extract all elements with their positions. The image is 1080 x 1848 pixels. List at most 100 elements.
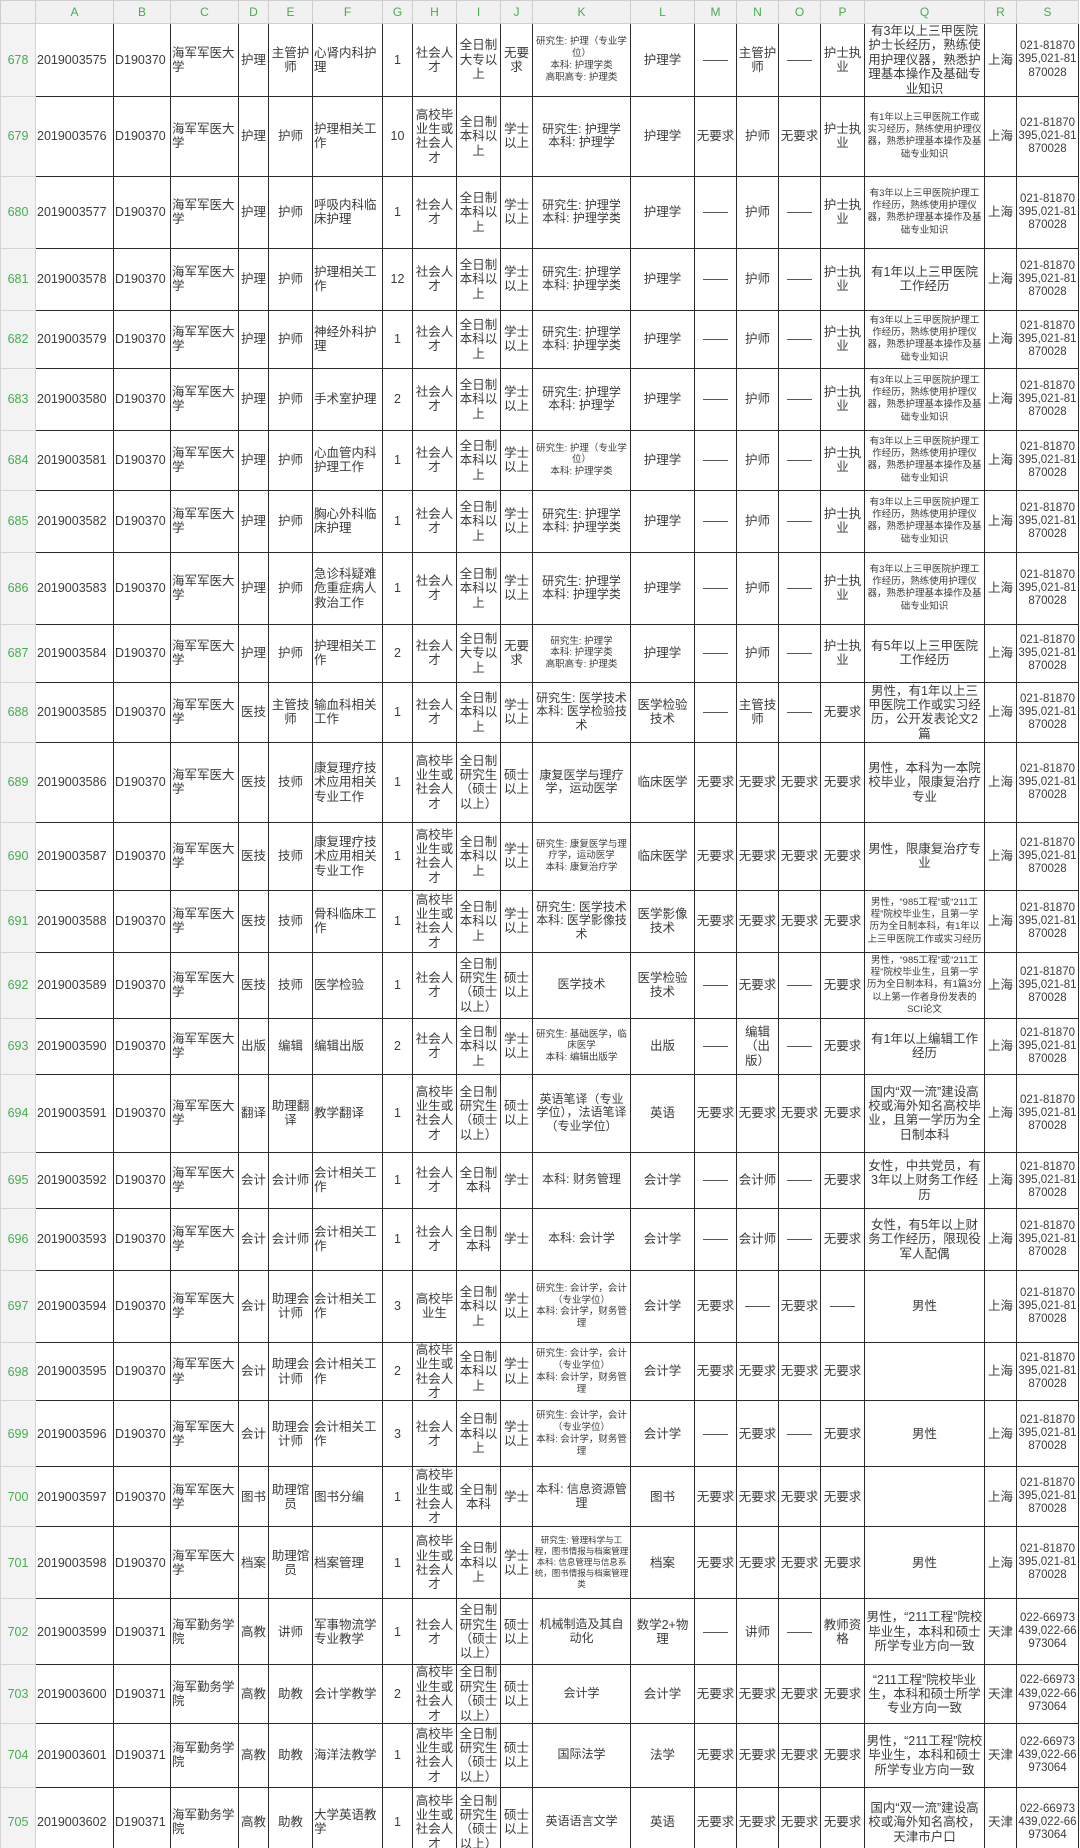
cell-E690[interactable]: 技师 xyxy=(268,821,313,891)
cell-G692[interactable]: 1 xyxy=(382,951,413,1019)
cell-R686[interactable]: 上海 xyxy=(984,551,1017,625)
cell-S694[interactable]: 021-81870395,021-81870028 xyxy=(1016,1073,1079,1153)
cell-R704[interactable]: 天津 xyxy=(984,1722,1017,1788)
cell-R687[interactable]: 上海 xyxy=(984,623,1017,683)
cell-A695[interactable]: 2019003592 xyxy=(35,1151,114,1209)
cell-F697[interactable]: 会计相关工作 xyxy=(312,1269,383,1343)
cell-H699[interactable]: 社会人才 xyxy=(412,1400,457,1468)
cell-I678[interactable]: 全日制大专以上 xyxy=(456,23,501,97)
cell-F695[interactable]: 会计相关工作 xyxy=(312,1151,383,1209)
cell-C683[interactable]: 海军军医大学 xyxy=(170,367,239,431)
cell-B697[interactable]: D190370 xyxy=(113,1269,171,1343)
cell-K684[interactable]: 研究生: 护理（专业学位） 本科: 护理学类 xyxy=(532,429,631,491)
cell-A692[interactable]: 2019003589 xyxy=(35,951,114,1019)
cell-Q698[interactable] xyxy=(864,1341,985,1402)
cell-S700[interactable]: 021-81870395,021-81870028 xyxy=(1016,1466,1079,1528)
cell-Q682[interactable]: 有3年以上三甲医院护理工作经历，熟练使用护理仪器，熟悉护理基本操作及基础专业知识 xyxy=(864,309,985,369)
cell-A703[interactable]: 2019003600 xyxy=(35,1664,114,1724)
cell-B680[interactable]: D190370 xyxy=(113,175,171,249)
column-header-D[interactable]: D xyxy=(238,0,269,24)
cell-A700[interactable]: 2019003597 xyxy=(35,1466,114,1528)
cell-S679[interactable]: 021-81870395,021-81870028 xyxy=(1016,95,1079,177)
cell-I700[interactable]: 全日制本科 xyxy=(456,1466,501,1528)
cell-I697[interactable]: 全日制本科以上 xyxy=(456,1269,501,1343)
cell-H702[interactable]: 社会人才 xyxy=(412,1598,457,1666)
row-number[interactable]: 685 xyxy=(0,489,36,553)
cell-D678[interactable]: 护理 xyxy=(238,23,269,97)
cell-G699[interactable]: 3 xyxy=(382,1400,413,1468)
cell-B705[interactable]: D190371 xyxy=(113,1786,171,1848)
cell-F691[interactable]: 骨科临床工作 xyxy=(312,889,383,953)
cell-D703[interactable]: 高教 xyxy=(238,1664,269,1724)
cell-D697[interactable]: 会计 xyxy=(238,1269,269,1343)
cell-N681[interactable]: 护师 xyxy=(736,247,779,311)
cell-S703[interactable]: 022-66973439,022-66973064 xyxy=(1016,1664,1079,1724)
cell-B681[interactable]: D190370 xyxy=(113,247,171,311)
cell-R679[interactable]: 上海 xyxy=(984,95,1017,177)
cell-L686[interactable]: 护理学 xyxy=(630,551,695,625)
cell-D686[interactable]: 护理 xyxy=(238,551,269,625)
cell-G703[interactable]: 2 xyxy=(382,1664,413,1724)
cell-B704[interactable]: D190371 xyxy=(113,1722,171,1788)
cell-A678[interactable]: 2019003575 xyxy=(35,23,114,97)
cell-C689[interactable]: 海军军医大学 xyxy=(170,741,239,823)
cell-H680[interactable]: 社会人才 xyxy=(412,175,457,249)
row-number[interactable]: 705 xyxy=(0,1786,36,1848)
cell-O679[interactable]: 无要求 xyxy=(778,95,821,177)
cell-H690[interactable]: 高校毕业生或社会人才 xyxy=(412,821,457,891)
cell-K697[interactable]: 研究生: 会计学，会计（专业学位） 本科: 会计学，财务管理 xyxy=(532,1269,631,1343)
cell-B678[interactable]: D190370 xyxy=(113,23,171,97)
cell-B682[interactable]: D190370 xyxy=(113,309,171,369)
column-header-B[interactable]: B xyxy=(113,0,171,24)
cell-Q685[interactable]: 有3年以上三甲医院护理工作经历，熟练使用护理仪器，熟悉护理基本操作及基础专业知识 xyxy=(864,489,985,553)
cell-L684[interactable]: 护理学 xyxy=(630,429,695,491)
cell-H687[interactable]: 社会人才 xyxy=(412,623,457,683)
cell-O702[interactable]: —— xyxy=(778,1598,821,1666)
cell-Q702[interactable]: 男性，“211工程”院校毕业生，本科和硕士所学专业方向一致 xyxy=(864,1598,985,1666)
cell-A690[interactable]: 2019003587 xyxy=(35,821,114,891)
cell-N700[interactable]: 无要求 xyxy=(736,1466,779,1528)
cell-B686[interactable]: D190370 xyxy=(113,551,171,625)
cell-R702[interactable]: 天津 xyxy=(984,1598,1017,1666)
cell-Q684[interactable]: 有3年以上三甲医院护理工作经历，熟练使用护理仪器，熟悉护理基本操作及基础专业知识 xyxy=(864,429,985,491)
cell-N689[interactable]: 无要求 xyxy=(736,741,779,823)
cell-J699[interactable]: 学士以上 xyxy=(500,1400,533,1468)
cell-M703[interactable]: 无要求 xyxy=(694,1664,737,1724)
cell-L704[interactable]: 法学 xyxy=(630,1722,695,1788)
cell-K678[interactable]: 研究生: 护理（专业学位） 本科: 护理学类 高职高专: 护理类 xyxy=(532,23,631,97)
cell-G691[interactable]: 1 xyxy=(382,889,413,953)
cell-O684[interactable]: —— xyxy=(778,429,821,491)
cell-M678[interactable]: —— xyxy=(694,23,737,97)
cell-J700[interactable]: 学士 xyxy=(500,1466,533,1528)
cell-L698[interactable]: 会计学 xyxy=(630,1341,695,1402)
cell-F688[interactable]: 输血科相关工作 xyxy=(312,681,383,743)
cell-B701[interactable]: D190370 xyxy=(113,1526,171,1600)
cell-K700[interactable]: 本科: 信息资源管理 xyxy=(532,1466,631,1528)
cell-N704[interactable]: 无要求 xyxy=(736,1722,779,1788)
cell-A694[interactable]: 2019003591 xyxy=(35,1073,114,1153)
cell-C701[interactable]: 海军军医大学 xyxy=(170,1526,239,1600)
cell-N679[interactable]: 护师 xyxy=(736,95,779,177)
cell-C681[interactable]: 海军军医大学 xyxy=(170,247,239,311)
cell-P687[interactable]: 护士执业 xyxy=(820,623,865,683)
row-number[interactable]: 703 xyxy=(0,1664,36,1724)
cell-J679[interactable]: 学士以上 xyxy=(500,95,533,177)
cell-G684[interactable]: 1 xyxy=(382,429,413,491)
cell-L696[interactable]: 会计学 xyxy=(630,1207,695,1271)
cell-R697[interactable]: 上海 xyxy=(984,1269,1017,1343)
cell-M686[interactable]: —— xyxy=(694,551,737,625)
cell-H705[interactable]: 高校毕业生或社会人才 xyxy=(412,1786,457,1848)
cell-E693[interactable]: 编辑 xyxy=(268,1017,313,1075)
cell-O689[interactable]: 无要求 xyxy=(778,741,821,823)
column-header-H[interactable]: H xyxy=(412,0,457,24)
cell-D700[interactable]: 图书 xyxy=(238,1466,269,1528)
cell-R685[interactable]: 上海 xyxy=(984,489,1017,553)
cell-A679[interactable]: 2019003576 xyxy=(35,95,114,177)
cell-P686[interactable]: 护士执业 xyxy=(820,551,865,625)
cell-E686[interactable]: 护师 xyxy=(268,551,313,625)
cell-P697[interactable]: —— xyxy=(820,1269,865,1343)
cell-F701[interactable]: 档案管理 xyxy=(312,1526,383,1600)
cell-N691[interactable]: 无要求 xyxy=(736,889,779,953)
cell-C693[interactable]: 海军军医大学 xyxy=(170,1017,239,1075)
cell-Q678[interactable]: 有3年以上三甲医院护士长经历，熟练使用护理仪器，熟悉护理基本操作及基础专业知识 xyxy=(864,23,985,97)
